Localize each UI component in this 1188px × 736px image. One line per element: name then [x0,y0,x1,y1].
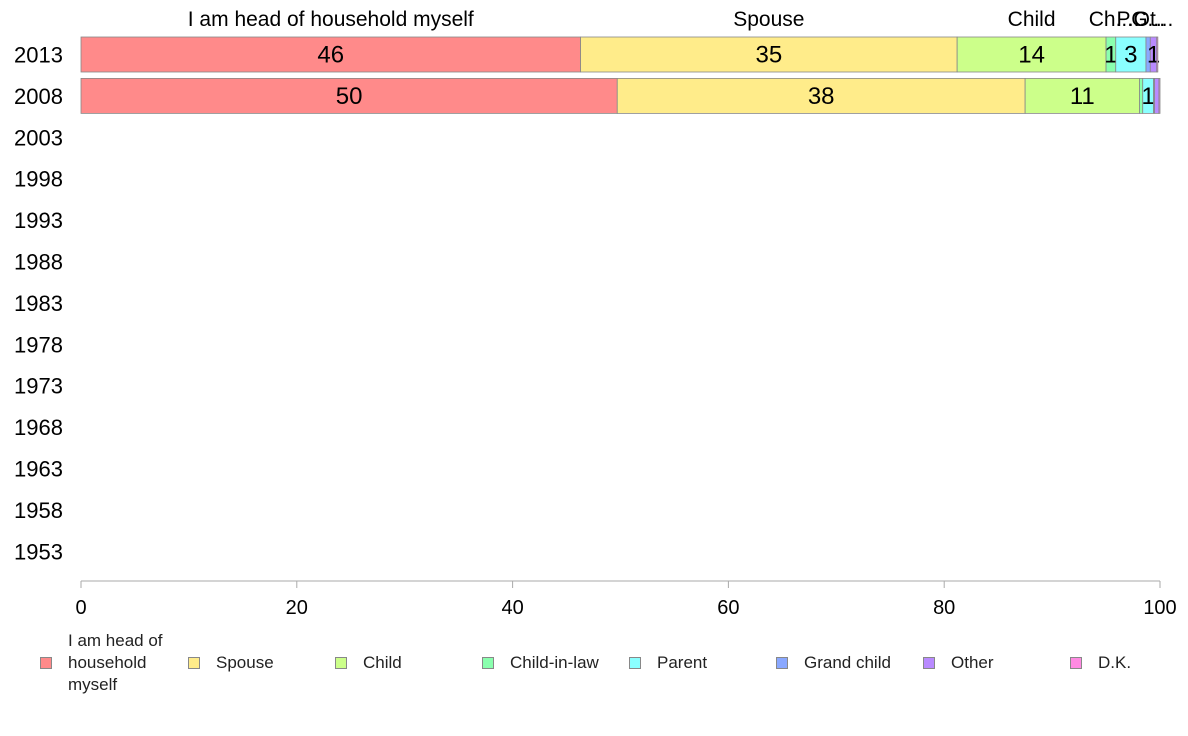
x-axis: 0 20 40 60 80 100 [75,580,1177,619]
y-tick-label: 2013 [14,43,63,68]
legend-item-head: I am head of household myself [40,630,190,696]
x-tick-label: 100 [1143,597,1176,619]
bar-segment [580,36,958,73]
bar-segment [1158,78,1161,114]
y-tick-label: 1978 [14,332,63,357]
y-tick-label: 1968 [14,415,63,440]
bars-area: 46 35 14 1 3 150 38 11 1 [80,36,1161,114]
segment-name-label: Ot... [1134,8,1174,31]
segment-name-label: Child [1008,8,1056,31]
legend-item-dk: D.K. [1070,652,1131,674]
y-tick-label: 1958 [14,498,63,523]
bar-data-label: 50 [336,83,363,110]
x-tick-label: 0 [75,597,86,619]
x-tick-label: 60 [717,597,739,619]
bar-segment [956,36,1107,73]
legend-swatch [335,657,347,669]
legend-swatch [1070,657,1082,669]
legend-label: I am head of household myself [68,631,163,694]
bar-data-label: 35 [756,42,783,69]
bar-data-label: 38 [808,83,835,110]
bar-segment [1156,36,1159,73]
bar-data-label: 11 [1070,83,1095,110]
segment-name-label: P... [1116,8,1145,31]
top-segment-labels: I am head of household myself Spouse Child… [188,8,1174,31]
x-tick-label: 40 [501,597,523,619]
legend-label: Child [363,653,402,672]
legend-item-spouse: Spouse [188,652,274,674]
legend-swatch [776,657,788,669]
y-tick-label: 1953 [14,539,63,564]
segment-name-label: Ch... [1089,8,1133,31]
y-tick-label: 2008 [14,84,63,109]
bar-data-label: 1 [1104,42,1117,69]
bar-data-label: 46 [317,42,344,69]
legend-swatch [188,657,200,669]
bar-data-label: 3 [1124,42,1137,69]
legend-item-child: Child [335,652,402,674]
bar-segment [80,36,581,73]
legend-item-grand-child: Grand child [776,652,891,674]
bar-data-label: 1 [1141,83,1154,110]
legend-swatch [629,657,641,669]
legend: I am head of household myself Spouse Chi… [40,630,1160,700]
bar-segment [1154,78,1160,114]
legend-label: Grand child [804,653,891,672]
legend-item-child-in-law: Child-in-law [482,652,599,674]
bar-data-label: 14 [1018,42,1045,69]
bar-segment [80,78,618,114]
segment-name-label: Spouse [733,8,804,31]
legend-label: Child-in-law [510,653,599,672]
y-tick-label: 1998 [14,167,63,192]
y-tick-label: 1963 [14,457,63,482]
y-tick-label: 1973 [14,374,63,399]
segment-name-label: I am head of household myself [188,8,474,31]
stacked-bar-chart: I am head of household myself Spouse Child… [14,8,1177,619]
bar-segment [1024,78,1140,114]
legend-swatch [482,657,494,669]
x-tick-label: 80 [933,597,955,619]
legend-swatch [40,657,52,669]
legend-item-parent: Parent [629,652,707,674]
legend-label: Spouse [216,653,274,672]
x-tick-label: 20 [286,597,308,619]
legend-label: Other [951,653,994,672]
legend-label: Parent [657,653,708,672]
y-tick-label: 1993 [14,208,63,233]
y-tick-label: 1988 [14,250,63,275]
legend-item-other: Other [923,652,994,674]
y-tick-label: 2003 [14,125,63,150]
y-axis: 2013 2008 2003 1998 1993 1988 1983 1978 1973 1968… [14,43,63,565]
y-tick-label: 1983 [14,291,63,316]
legend-label: D.K. [1098,653,1132,672]
segment-name-label: G... [1131,8,1165,31]
bar-segment [616,78,1026,114]
legend-swatch [923,657,935,669]
